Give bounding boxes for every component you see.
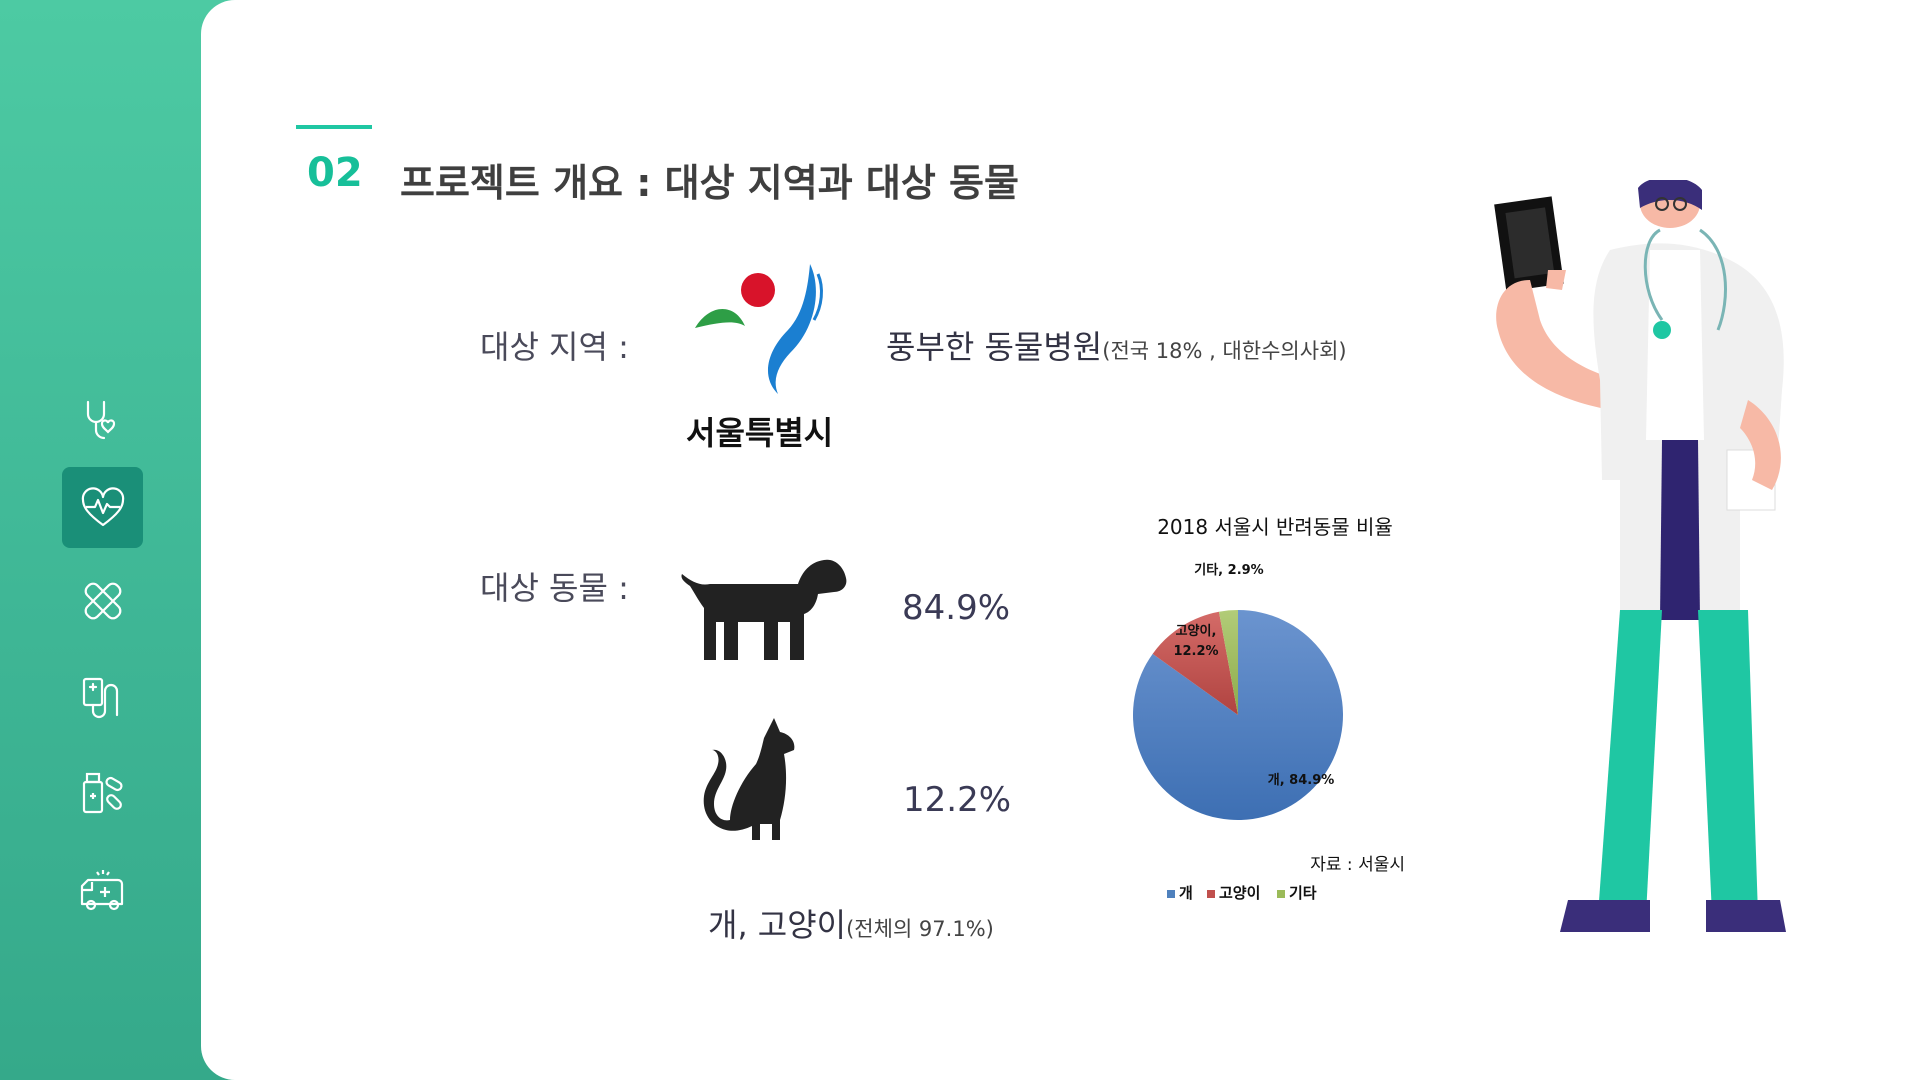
summary-text: 개, 고양이(전체의 97.1%) — [708, 900, 994, 946]
dog-icon — [681, 559, 847, 660]
seoul-logo-text: 서울특별시 — [686, 414, 834, 452]
slice-label-other: 기타, 2.9% — [1194, 562, 1263, 578]
dog-percent: 84.9% — [902, 588, 1011, 628]
nav-item-ambulance[interactable] — [62, 850, 143, 931]
iv-drip-icon — [82, 677, 118, 718]
cat-percent: 12.2% — [903, 780, 1012, 820]
heart-pulse-icon — [81, 486, 124, 526]
chart-source: 자료 : 서울시 — [1310, 855, 1405, 875]
pie-slice-cat — [1152, 611, 1238, 715]
legend-swatch-other — [1277, 890, 1285, 898]
doctor-illustration — [1494, 180, 1786, 932]
medicine-bottle-pills-icon — [82, 772, 123, 813]
legend-swatch-cat — [1207, 890, 1215, 898]
title-accent-bar — [296, 125, 372, 129]
nav-item-iv-drip[interactable] — [62, 657, 143, 738]
hospital-note: (전국 18% , 대한수의사회) — [1102, 339, 1347, 363]
slide-title: 프로젝트 개요 : 대상 지역과 대상 동물 — [400, 161, 1019, 205]
bandage-icon — [84, 582, 121, 619]
pie-slice-other — [1218, 610, 1238, 715]
ambulance-icon — [80, 869, 123, 910]
summary-note: (전체의 97.1%) — [846, 917, 994, 941]
nav-item-bandage[interactable] — [62, 560, 143, 641]
nav-item-heart-pulse[interactable] — [62, 467, 143, 548]
legend-other: 기타 — [1289, 884, 1317, 902]
slice-label-dog: 개, 84.9% — [1268, 773, 1335, 788]
summary-main: 개, 고양이 — [708, 906, 847, 944]
legend-swatch-dog — [1167, 890, 1175, 898]
chart-title: 2018 서울시 반려동물 비율 — [1157, 515, 1393, 539]
legend-dog: 개 — [1179, 884, 1193, 902]
hospital-main: 풍부한 동물병원 — [886, 328, 1103, 366]
slide-number: 02 — [307, 150, 363, 196]
nav-item-medicine[interactable] — [62, 752, 143, 833]
slice-label-cat-1: 고양이, — [1176, 623, 1217, 639]
seoul-city-logo — [695, 264, 823, 394]
hospital-text: 풍부한 동물병원(전국 18% , 대한수의사회) — [886, 322, 1347, 368]
region-label: 대상 지역 : — [480, 328, 629, 366]
slice-label-cat-2: 12.2% — [1173, 644, 1218, 659]
legend-cat: 고양이 — [1219, 884, 1260, 902]
sidebar — [0, 0, 240, 1080]
nav-item-stethoscope[interactable] — [62, 380, 143, 461]
animal-label: 대상 동물 : — [480, 569, 629, 607]
cat-icon — [703, 718, 795, 840]
stethoscope-heart-icon — [86, 400, 115, 439]
pet-ratio-pie-chart: 2018 서울시 반려동물 비율 개, 84.9% 고양이, 12.2% 기타,… — [1133, 515, 1405, 902]
